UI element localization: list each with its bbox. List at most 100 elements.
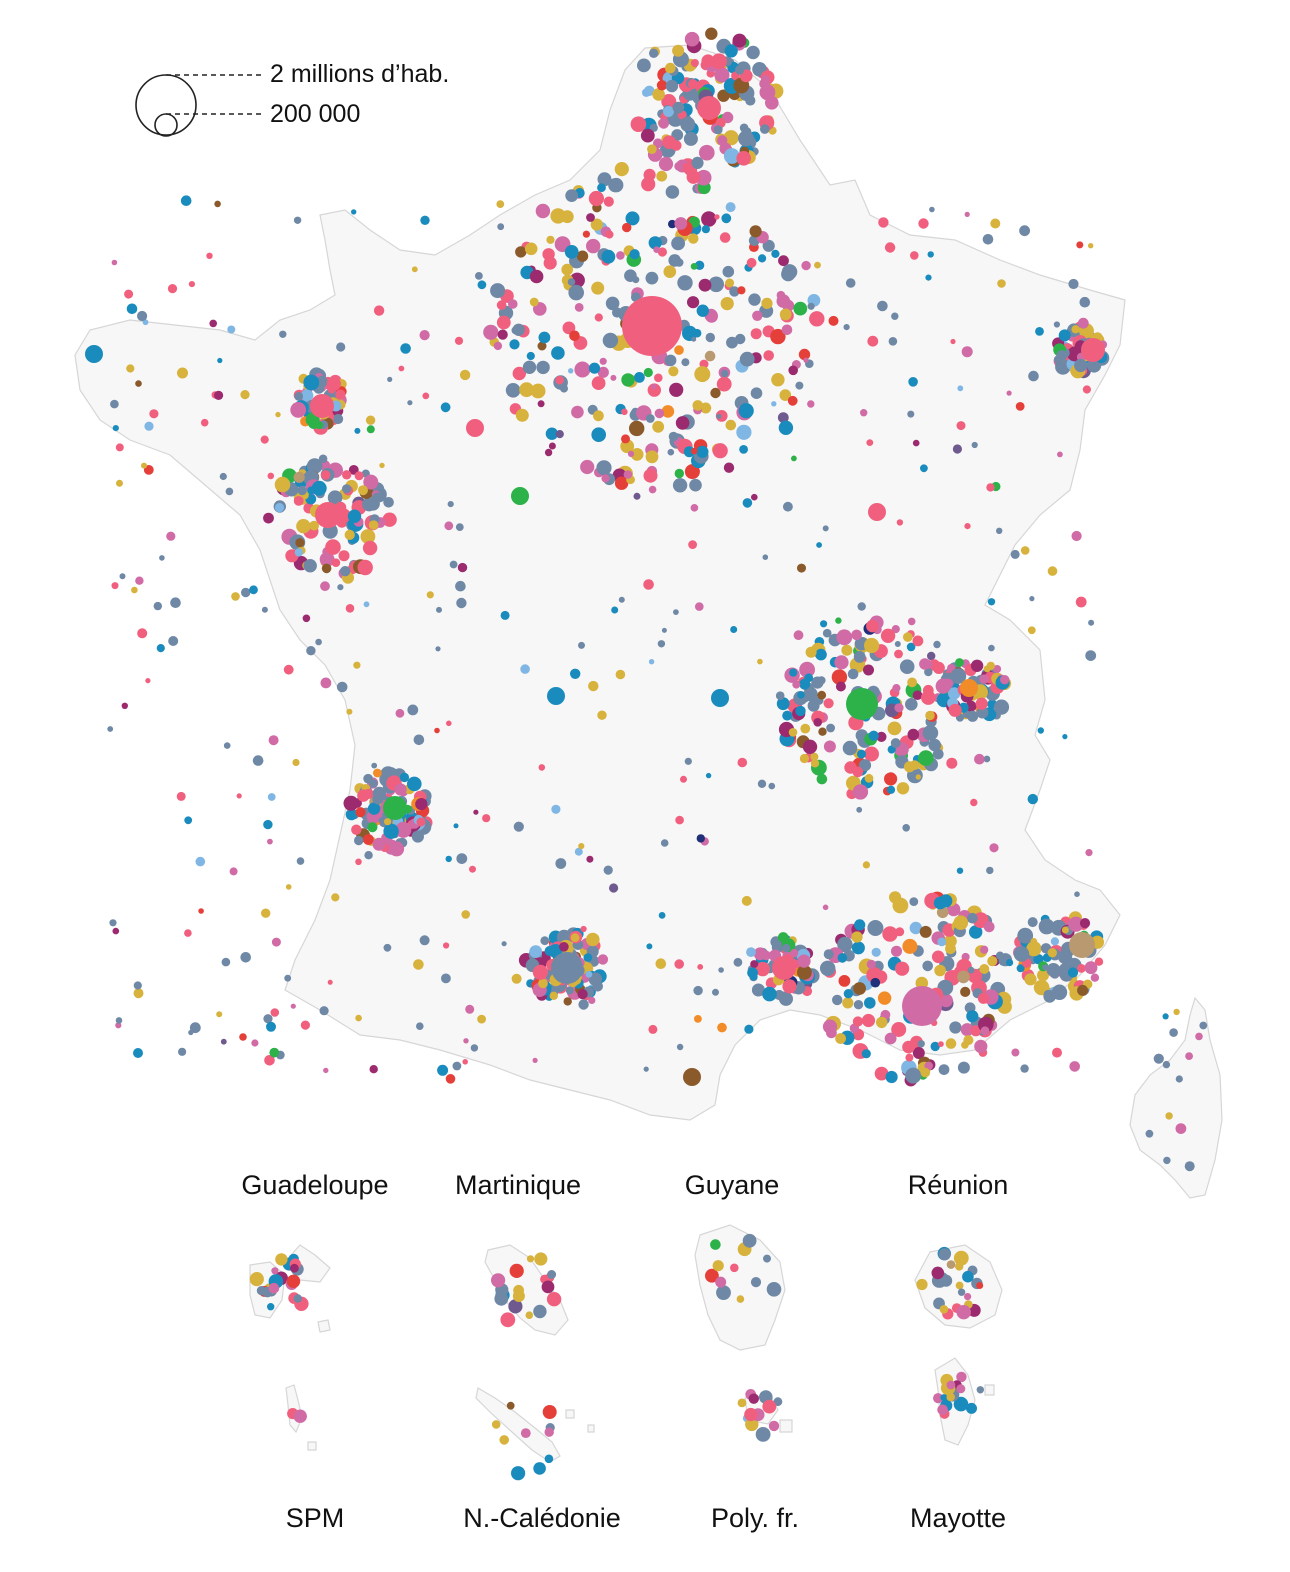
commune-circle [705,772,712,779]
commune-circle [665,62,676,74]
commune-circle [153,601,162,611]
commune-circle [264,1055,275,1066]
commune-circle [366,425,375,434]
commune-circle [771,249,780,258]
commune-circle [394,783,407,796]
commune-circle [989,843,999,853]
commune-circle [924,667,933,677]
commune-circle [180,195,192,206]
commune-circle [930,1041,940,1052]
commune-circle [115,1022,122,1029]
commune-circle [500,1312,516,1328]
commune-circle [684,757,692,765]
commune-circle [515,408,529,422]
commune-circle [364,851,373,860]
commune-circle [500,610,510,620]
commune-circle [752,310,763,321]
commune-circle [681,163,691,172]
commune-circle [629,249,640,260]
commune-circle [1077,984,1089,996]
commune-circle [938,1041,944,1047]
commune-circle [240,390,250,400]
commune-circle [854,919,866,931]
commune-circle [384,818,392,826]
commune-circle [546,1292,562,1307]
commune-circle [956,1371,967,1383]
commune-circle [957,1288,966,1296]
commune-circle [449,560,458,569]
commune-circle [694,366,711,383]
commune-circle [770,328,786,345]
commune-circle [717,89,730,102]
commune-circle [355,1014,362,1022]
commune-circle [832,994,843,1006]
commune-circle [652,420,665,433]
commune-circle [290,1263,299,1273]
commune-circle [542,1405,557,1419]
commune-circle [145,678,151,684]
commune-circle [717,1022,727,1033]
commune-circle [793,630,804,641]
commune-circle [672,44,685,57]
commune-circle [549,991,558,1000]
commune-circle [275,1253,288,1266]
commune-circle [564,245,579,259]
commune-circle [447,501,454,508]
commune-circle [857,602,866,611]
commune-circle [894,703,904,713]
commune-circle [853,1000,864,1010]
commune-circle [520,1428,531,1438]
commune-circle [582,230,591,238]
commune-circle [993,665,1002,673]
commune-circle [544,1454,554,1464]
commune-circle [934,964,946,977]
commune-circle [648,485,657,494]
commune-circle [621,373,635,387]
commune-circle [964,523,971,530]
commune-circle [383,497,394,508]
commune-circle [555,858,567,869]
commune-circle [568,284,584,301]
commune-circle [851,941,865,955]
commune-circle [293,1294,302,1303]
commune-circle [141,462,147,469]
commune-circle [524,242,538,256]
commune-circle [609,883,619,893]
paris-circle [622,296,682,356]
guyane-land [694,1224,786,1351]
commune-circle [126,303,138,315]
commune-circle [547,1270,557,1279]
commune-circle [688,233,699,244]
commune-circle [836,629,853,646]
commune-circle [231,592,240,601]
commune-circle [712,988,719,996]
commune-circle [962,1270,974,1283]
commune-circle [629,420,645,437]
commune-circle [538,764,546,771]
commune-circle [718,967,724,973]
commune-circle [325,539,341,555]
commune-circle [574,847,583,856]
commune-circle [156,644,165,653]
commune-circle [925,710,935,721]
commune-circle [1028,370,1039,382]
commune-circle [336,681,348,693]
commune-circle [643,468,658,483]
commune-circle [252,755,264,766]
commune-circle [344,529,355,541]
commune-circle [664,354,677,367]
commune-circle [400,343,411,354]
commune-circle [367,802,381,815]
commune-circle [1195,1032,1203,1041]
commune-circle [338,550,350,562]
commune-circle [658,156,674,172]
commune-circle [807,302,815,310]
commune-circle [452,1061,462,1071]
commune-circle [695,169,712,186]
commune-circle [300,389,314,402]
commune-circle [964,211,970,217]
commune-circle [750,960,759,969]
commune-circle [946,1260,956,1269]
commune-circle [691,156,704,169]
